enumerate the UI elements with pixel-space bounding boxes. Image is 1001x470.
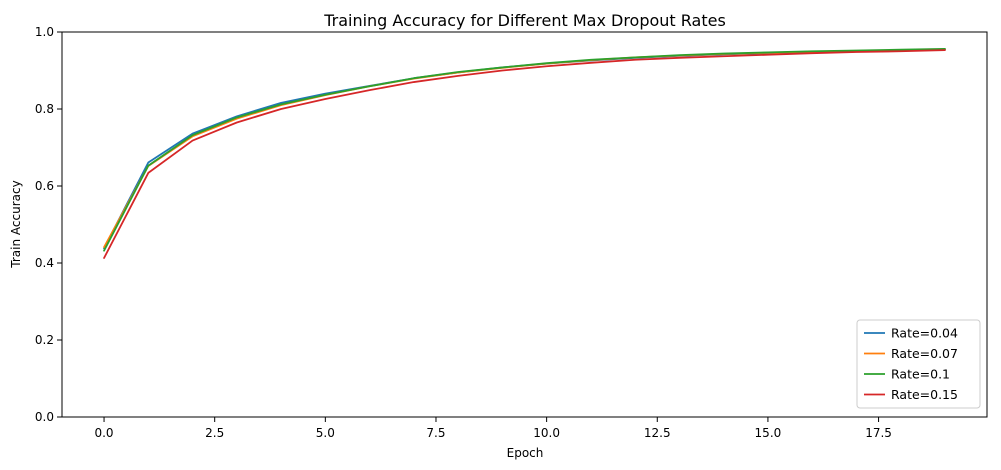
chart-title: Training Accuracy for Different Max Drop… (323, 11, 726, 30)
legend-label: Rate=0.04 (891, 326, 958, 341)
x-tick-label: 0.0 (94, 426, 113, 440)
y-tick-label: 0.0 (35, 410, 54, 424)
series-line-1 (103, 48, 946, 250)
x-tick-label: 17.5 (865, 426, 892, 440)
y-axis-label: Train Accuracy (9, 180, 23, 268)
legend-label: Rate=0.15 (891, 387, 958, 402)
legend-items: Rate=0.04 Rate=0.07 Rate=0.1 Rate=0.15 (864, 326, 958, 402)
legend-label: Rate=0.07 (891, 346, 958, 361)
x-tick-label: 7.5 (426, 426, 445, 440)
series-line-2 (103, 48, 946, 249)
plot-area-frame (61, 31, 988, 418)
x-tick-label: 15.0 (755, 426, 782, 440)
legend-box (856, 319, 981, 409)
y-tick-label: 1.0 (35, 25, 54, 39)
x-axis-label: Epoch (507, 446, 544, 460)
legend-label: Rate=0.1 (891, 367, 950, 382)
legend: Rate=0.04 Rate=0.07 Rate=0.1 Rate=0.15 (856, 319, 981, 409)
y-tick-label: 0.6 (35, 179, 54, 193)
x-tick-label: 5.0 (316, 426, 335, 440)
y-tick-label: 0.4 (35, 256, 54, 270)
y-axis-ticks: 0.0 0.2 0.4 0.6 0.8 1.0 (35, 25, 62, 424)
x-tick-label: 10.0 (533, 426, 560, 440)
y-tick-label: 0.2 (35, 333, 54, 347)
series-line-3 (103, 48, 946, 252)
x-axis-ticks: 0.0 2.5 5.0 7.5 10.0 12.5 15.0 17.5 (94, 417, 892, 440)
series-lines (103, 48, 946, 259)
series-line-4 (103, 49, 946, 259)
x-tick-label: 2.5 (205, 426, 224, 440)
x-tick-label: 12.5 (644, 426, 671, 440)
y-tick-label: 0.8 (35, 102, 54, 116)
